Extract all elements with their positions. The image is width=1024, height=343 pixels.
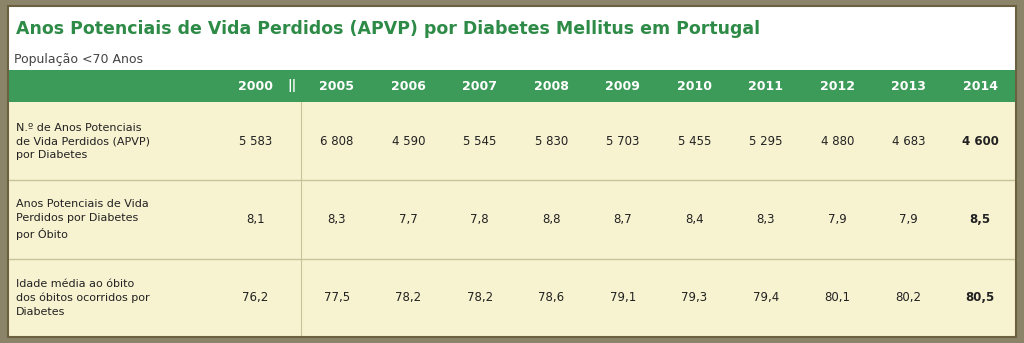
Text: 79,1: 79,1 [609, 291, 636, 304]
Text: ||: || [288, 80, 297, 93]
Bar [8, 70, 1016, 102]
Text: N.º de Anos Potenciais
de Vida Perdidos (APVP)
por Diabetes: N.º de Anos Potenciais de Vida Perdidos … [16, 122, 150, 160]
Text: 6 808: 6 808 [321, 135, 353, 148]
Text: 7,8: 7,8 [470, 213, 489, 226]
Text: 7,7: 7,7 [399, 213, 418, 226]
Text: 4 590: 4 590 [391, 135, 425, 148]
Text: 8,3: 8,3 [757, 213, 775, 226]
Text: 78,6: 78,6 [539, 291, 564, 304]
Text: 79,4: 79,4 [753, 291, 779, 304]
Text: População <70 Anos: População <70 Anos [14, 52, 143, 66]
Text: 5 830: 5 830 [535, 135, 568, 148]
Bar [8, 102, 1016, 180]
Text: 5 455: 5 455 [678, 135, 711, 148]
Text: 8,3: 8,3 [328, 213, 346, 226]
Text: 2000: 2000 [238, 80, 273, 93]
Text: 4 683: 4 683 [892, 135, 926, 148]
Text: 2008: 2008 [534, 80, 568, 93]
Text: 8,7: 8,7 [613, 213, 632, 226]
Bar [8, 259, 1016, 337]
Text: 80,2: 80,2 [896, 291, 922, 304]
Text: Idade média ao óbito
dos óbitos ocorridos por
Diabetes: Idade média ao óbito dos óbitos ocorrido… [16, 279, 150, 317]
Bar [8, 180, 1016, 259]
Text: 2011: 2011 [749, 80, 783, 93]
Bar [8, 6, 1016, 70]
Text: 77,5: 77,5 [324, 291, 350, 304]
Text: 5 295: 5 295 [749, 135, 782, 148]
Text: 5 545: 5 545 [463, 135, 497, 148]
Text: 7,9: 7,9 [827, 213, 847, 226]
Text: 2007: 2007 [462, 80, 498, 93]
Text: 76,2: 76,2 [243, 291, 268, 304]
Text: 8,5: 8,5 [970, 213, 991, 226]
Text: 80,1: 80,1 [824, 291, 850, 304]
Text: 8,1: 8,1 [246, 213, 265, 226]
Text: 2006: 2006 [391, 80, 426, 93]
Text: 79,3: 79,3 [681, 291, 708, 304]
Text: 78,2: 78,2 [467, 291, 493, 304]
Text: 2012: 2012 [820, 80, 855, 93]
Text: 5 703: 5 703 [606, 135, 639, 148]
Text: 2014: 2014 [963, 80, 997, 93]
Text: 5 583: 5 583 [239, 135, 272, 148]
Text: 2010: 2010 [677, 80, 712, 93]
Text: 8,4: 8,4 [685, 213, 703, 226]
Text: 4 600: 4 600 [962, 135, 998, 148]
Text: 4 880: 4 880 [820, 135, 854, 148]
Text: 2013: 2013 [891, 80, 926, 93]
Text: 80,5: 80,5 [966, 291, 995, 304]
Text: 2009: 2009 [605, 80, 640, 93]
Text: 8,8: 8,8 [542, 213, 560, 226]
Text: 2005: 2005 [319, 80, 354, 93]
Text: 78,2: 78,2 [395, 291, 421, 304]
Text: Anos Potenciais de Vida Perdidos (APVP) por Diabetes Mellitus em Portugal: Anos Potenciais de Vida Perdidos (APVP) … [16, 20, 760, 38]
Text: 7,9: 7,9 [899, 213, 919, 226]
Text: Anos Potenciais de Vida
Perdidos por Diabetes
por Óbito: Anos Potenciais de Vida Perdidos por Dia… [16, 199, 148, 239]
